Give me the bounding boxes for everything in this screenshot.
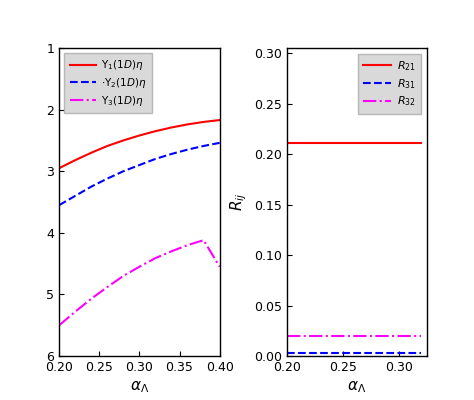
X-axis label: $\alpha_{\Lambda}$: $\alpha_{\Lambda}$ (347, 380, 366, 395)
Legend: $R_{21}$, $R_{31}$, $R_{32}$: $R_{21}$, $R_{31}$, $R_{32}$ (358, 54, 421, 114)
X-axis label: $\alpha_{\Lambda}$: $\alpha_{\Lambda}$ (130, 380, 149, 395)
Y-axis label: $R_{ij}$: $R_{ij}$ (228, 193, 249, 211)
Legend: $\Upsilon_1(1D)\eta$, $\cdot\Upsilon_2(1D)\eta$, $\Upsilon_3(1D)\eta$: $\Upsilon_1(1D)\eta$, $\cdot\Upsilon_2(1… (64, 53, 152, 113)
